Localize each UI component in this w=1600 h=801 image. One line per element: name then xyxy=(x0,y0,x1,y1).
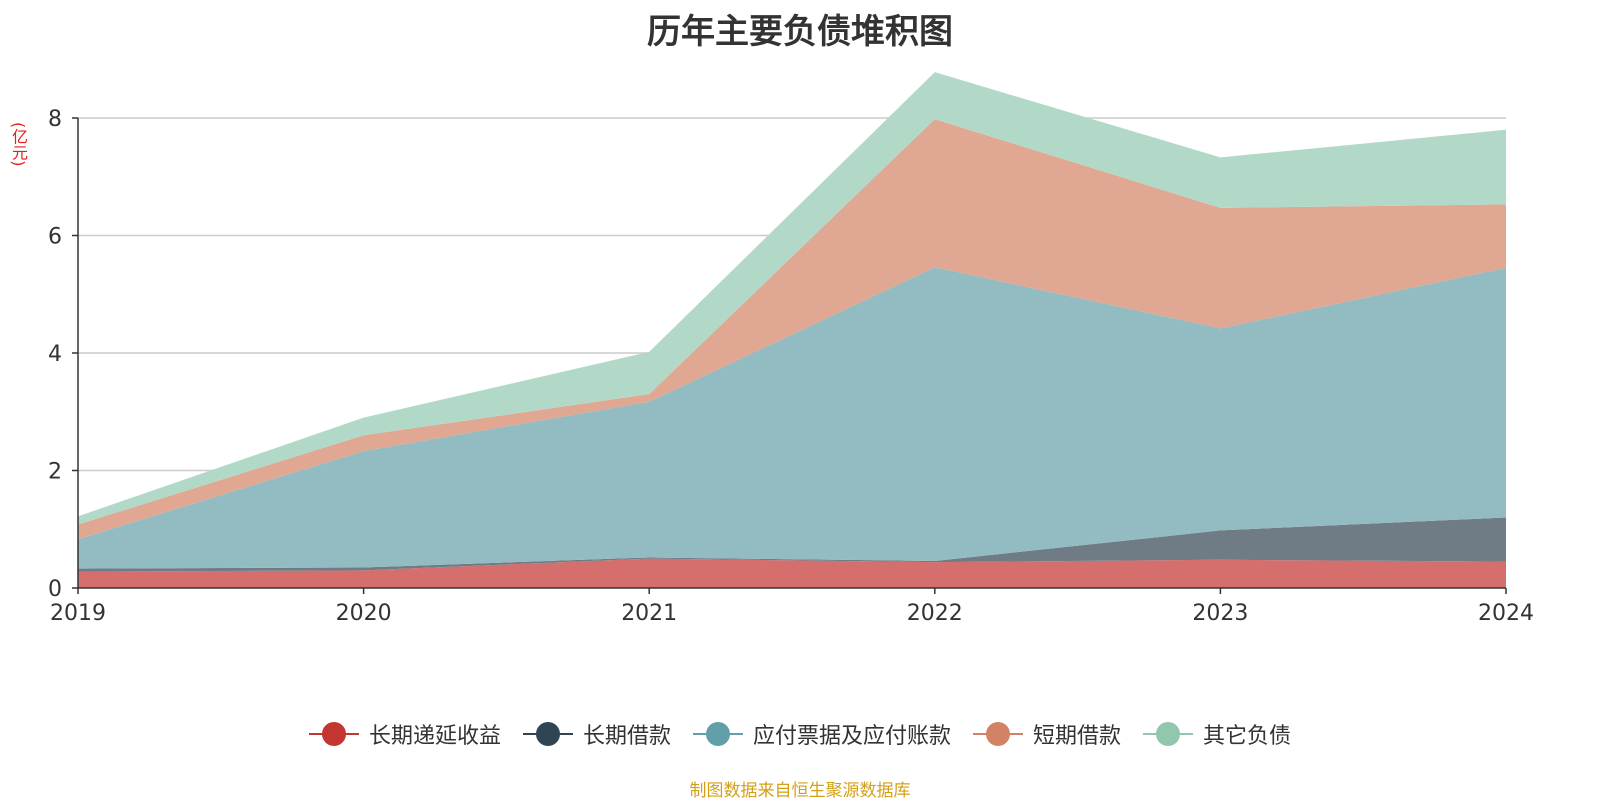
legend: 长期递延收益 长期借款 应付票据及应付账款 短期借款 其它负债 xyxy=(0,718,1600,750)
legend-item[interactable]: 其它负债 xyxy=(1143,718,1291,750)
y-tick-label: 6 xyxy=(48,225,62,250)
legend-item[interactable]: 应付票据及应付账款 xyxy=(692,718,951,750)
legend-label: 应付票据及应付账款 xyxy=(752,724,951,749)
legend-marker-icon xyxy=(522,722,573,746)
chart-title: 历年主要负债堆积图 xyxy=(647,12,953,52)
y-tick-label: 2 xyxy=(48,460,62,485)
y-tick-label: 8 xyxy=(48,107,62,132)
stacked-area-chart: 0 2 4 6 8 2019 2020 2021 2022 2023 2024 xyxy=(48,72,1534,626)
legend-marker-icon xyxy=(692,722,743,746)
legend-label: 其它负债 xyxy=(1203,724,1292,749)
legend-item[interactable]: 短期借款 xyxy=(973,718,1121,750)
x-tick-label: 2022 xyxy=(907,601,963,626)
x-tick-label: 2021 xyxy=(621,601,677,626)
x-tick-label: 2023 xyxy=(1192,601,1248,626)
legend-marker-icon xyxy=(1143,722,1194,746)
area-series xyxy=(78,72,1506,588)
y-axis-unit-label: (亿元) xyxy=(9,122,28,167)
y-tick-label: 0 xyxy=(48,577,62,602)
x-tick-label: 2024 xyxy=(1478,601,1534,626)
area-series-5 xyxy=(78,72,1506,525)
x-tick-label: 2019 xyxy=(50,601,106,626)
legend-marker-icon xyxy=(973,722,1023,746)
area-series-2 xyxy=(78,517,1506,572)
legend-label: 长期递延收益 xyxy=(368,724,501,749)
legend-label: 长期借款 xyxy=(582,724,671,749)
y-tick-label: 4 xyxy=(48,342,62,367)
legend-label: 短期借款 xyxy=(1033,724,1122,749)
area-series-3 xyxy=(78,267,1506,569)
x-tick-label: 2020 xyxy=(336,601,392,626)
area-series-4 xyxy=(78,119,1506,540)
legend-item[interactable]: 长期递延收益 xyxy=(308,718,501,750)
axes: 0 2 4 6 8 2019 2020 2021 2022 2023 2024 xyxy=(48,107,1534,626)
legend-marker-icon xyxy=(308,722,359,746)
area-series-1 xyxy=(78,558,1506,588)
legend-item[interactable]: 长期借款 xyxy=(522,718,671,750)
data-source-note: 制图数据来自恒生聚源数据库 xyxy=(689,781,911,801)
